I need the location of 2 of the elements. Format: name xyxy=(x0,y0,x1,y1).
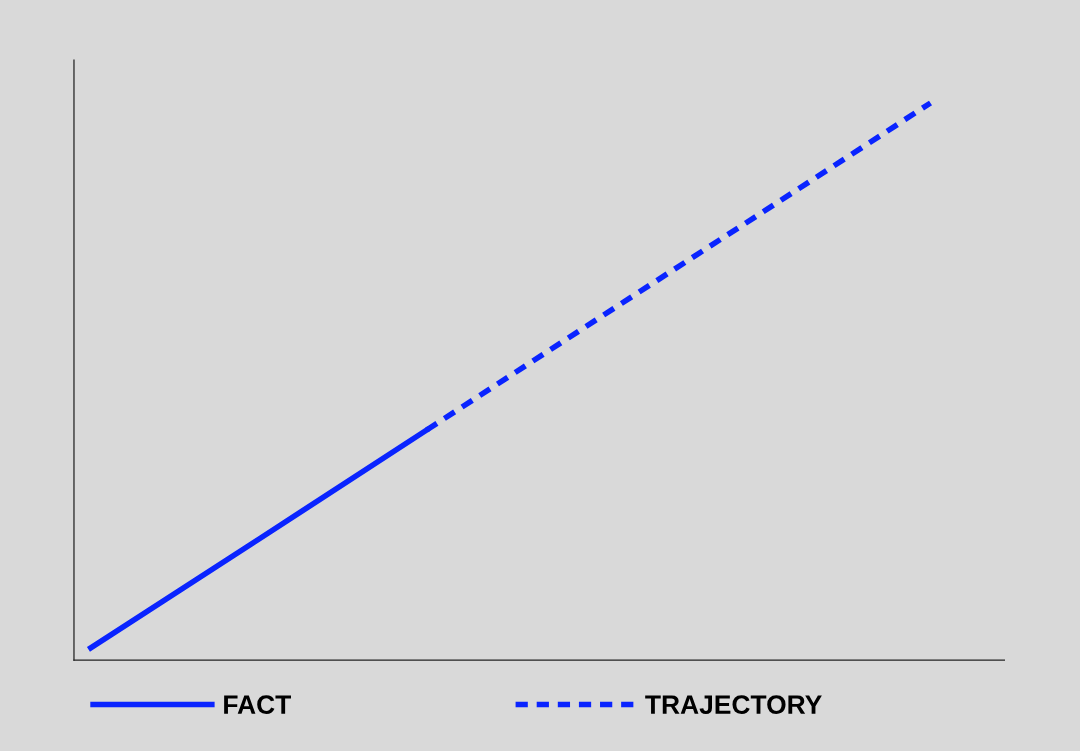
legend-label: TRAJECTORY xyxy=(645,695,822,715)
legend-label: FACT xyxy=(224,695,291,715)
